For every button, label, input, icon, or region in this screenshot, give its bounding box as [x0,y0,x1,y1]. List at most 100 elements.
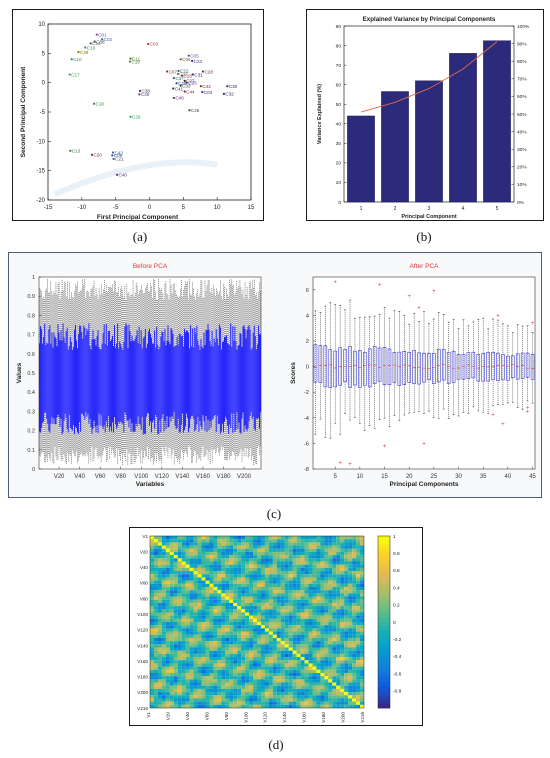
heatmap-cell [161,558,166,562]
heatmap-cell [328,596,333,600]
heatmap-cell [352,660,357,664]
heatmap-cell [257,574,262,578]
box [213,338,215,417]
box [313,344,318,383]
heatmap-cell [308,606,313,610]
heatmap-cell [209,548,214,552]
heatmap-cell [288,704,293,709]
heatmap-cell [292,539,297,543]
heatmap-cell [249,580,254,584]
heatmap-cell [336,695,341,699]
heatmap-cell [272,679,277,683]
heatmap-cell [296,644,301,648]
heatmap-cell [320,666,325,670]
heatmap-cell [229,593,234,597]
heatmap-cell [217,679,222,683]
heatmap-cell [360,669,365,674]
scatter-point [89,42,92,45]
heatmap-cell [205,599,210,603]
heatmap-cell [304,634,309,638]
heatmap-cell [268,609,273,613]
heatmap-cell [288,593,293,597]
heatmap-cell [225,609,230,613]
heatmap-cell [201,628,206,632]
heatmap-cell [181,660,186,664]
heatmap-cell [177,539,182,543]
heatmap-cell [161,590,166,594]
heatmap-cell [336,612,341,616]
heatmap-cell [332,571,337,575]
heatmap-cell [360,583,365,588]
heatmap-cell [169,625,174,629]
x-tick-label: V20 [54,474,65,480]
heatmap-cell [360,688,365,693]
heatmap-cell [245,542,250,546]
heatmap-cell [165,564,170,568]
box [77,348,79,433]
heatmap-cell [161,688,166,693]
heatmap-cell [161,650,166,654]
heatmap-cell [352,583,357,588]
heatmap-cell [245,580,250,584]
heatmap-cell [284,567,289,572]
heatmap-cell [169,631,174,635]
heatmap-cell [300,545,305,549]
heatmap-cell [308,631,313,635]
heatmap-cell [221,685,226,689]
heatmap-cell [296,548,301,552]
heatmap-cell [300,685,305,689]
heatmap-cell [312,542,317,546]
heatmap-cell [237,637,242,642]
scatter-point [191,59,194,63]
heatmap-cell [312,672,317,677]
heatmap-cell [308,558,313,562]
heatmap-cell [332,695,337,699]
heatmap-cell [360,692,365,696]
box [159,346,161,421]
box [107,330,109,417]
heatmap-cell [352,628,357,632]
heatmap-cell [344,672,349,677]
heatmap-cell [201,644,206,648]
heatmap-cell [264,590,269,594]
heatmap-cell [272,555,277,559]
heatmap-cell [197,609,202,613]
heatmap-cell [340,618,345,623]
heatmap-cell [340,602,345,607]
heatmap-cell [253,599,258,603]
heatmap-cell [280,625,285,629]
heatmap-cell [268,580,273,584]
heatmap-cell [284,593,289,597]
heatmap-cell [177,657,182,661]
heatmap-cell [181,679,186,683]
colorbar-segment [378,682,390,687]
heatmap-cell [260,637,265,642]
heatmap-cell [356,669,361,674]
heatmap-cell [233,622,238,626]
box [149,328,150,426]
heatmap-cell [237,692,242,696]
heatmap-cell [189,606,194,610]
heatmap-cell [213,641,218,645]
heatmap-cell [292,672,297,677]
heatmap-cell [165,590,170,594]
heatmap-cell [360,641,365,645]
heatmap-cell [201,542,206,546]
heatmap-cell [296,692,301,696]
heatmap-cell [340,625,345,629]
heatmap-cell [221,692,226,696]
box [203,332,205,422]
box [114,325,116,418]
heatmap-cell [332,688,337,693]
heatmap-cell [185,672,190,677]
heatmap-cell [356,676,361,680]
heatmap-cell [336,631,341,635]
heatmap-cell [253,564,258,568]
scatter-point [226,85,229,88]
heatmap-cell [304,679,309,683]
heatmap-cell [284,692,289,696]
heatmap-cell [280,679,285,683]
heatmap-cell [245,602,250,607]
heatmap-cell [272,596,277,600]
box [39,343,40,432]
